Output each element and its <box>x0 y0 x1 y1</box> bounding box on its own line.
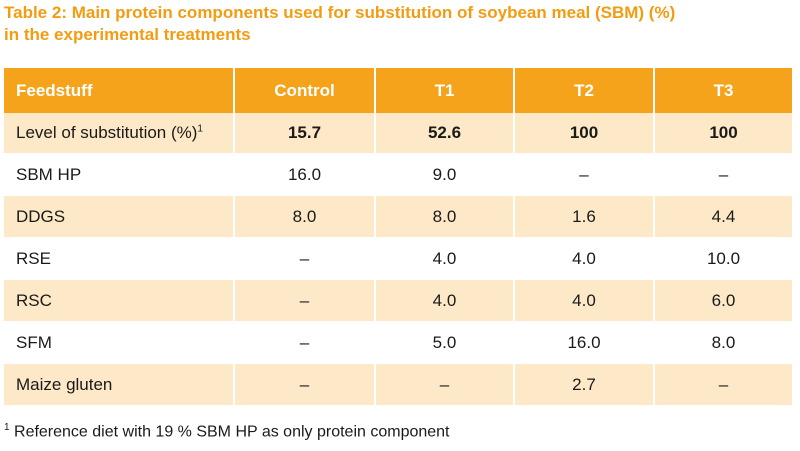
table-footnote: 1 Reference diet with 19 % SBM HP as onl… <box>4 422 450 441</box>
cell-t3: – <box>654 153 792 196</box>
cell-control: – <box>234 237 376 280</box>
header-t3: T3 <box>654 68 792 113</box>
cell-t1: 8.0 <box>375 195 515 238</box>
cell-t1: – <box>375 363 515 406</box>
row-label: SBM HP <box>4 153 235 196</box>
cell-t2: 2.7 <box>514 363 655 406</box>
row-label: SFM <box>4 321 235 364</box>
cell-t1: 9.0 <box>375 153 515 196</box>
row-label: Maize gluten <box>4 363 235 406</box>
table-row: DDGS 8.0 8.0 1.6 4.4 <box>4 195 792 238</box>
cell-t2: – <box>514 153 655 196</box>
table-row: RSC – 4.0 4.0 6.0 <box>4 279 792 322</box>
footnote-marker: 1 <box>4 422 10 433</box>
cell-control: – <box>234 279 376 322</box>
row-label: Level of substitution (%)1 <box>4 113 235 154</box>
footnote-text: Reference diet with 19 % SBM HP as only … <box>9 423 450 441</box>
table-caption: Table 2: Main protein components used fo… <box>4 2 784 46</box>
row-label-text: Level of substitution (%) <box>16 123 198 142</box>
cell-control: – <box>234 363 376 406</box>
cell-t2: 16.0 <box>514 321 655 364</box>
cell-t2: 1.6 <box>514 195 655 238</box>
cell-t3: 8.0 <box>654 321 792 364</box>
header-t1: T1 <box>375 68 515 113</box>
header-t2: T2 <box>514 68 655 113</box>
table-row: SFM – 5.0 16.0 8.0 <box>4 321 792 364</box>
footnote-marker: 1 <box>197 123 203 135</box>
cell-t1: 5.0 <box>375 321 515 364</box>
row-label: DDGS <box>4 195 235 238</box>
cell-control: 15.7 <box>234 113 376 154</box>
row-label: RSE <box>4 237 235 280</box>
cell-control: – <box>234 321 376 364</box>
cell-t1: 4.0 <box>375 237 515 280</box>
cell-t3: – <box>654 363 792 406</box>
cell-t1: 4.0 <box>375 279 515 322</box>
cell-t3: 100 <box>654 113 792 154</box>
cell-t1: 52.6 <box>375 113 515 154</box>
cell-t3: 10.0 <box>654 237 792 280</box>
header-feedstuff: Feedstuff <box>4 68 235 113</box>
table-row: Level of substitution (%)1 15.7 52.6 100… <box>4 113 792 154</box>
cell-t2: 4.0 <box>514 279 655 322</box>
table-row: SBM HP 16.0 9.0 – – <box>4 153 792 196</box>
table-row: Maize gluten – – 2.7 – <box>4 363 792 406</box>
cell-control: 16.0 <box>234 153 376 196</box>
cell-control: 8.0 <box>234 195 376 238</box>
row-label: RSC <box>4 279 235 322</box>
header-control: Control <box>234 68 376 113</box>
protein-components-table: Feedstuff Control T1 T2 T3 Level of subs… <box>4 68 792 406</box>
cell-t2: 100 <box>514 113 655 154</box>
table-header-row: Feedstuff Control T1 T2 T3 <box>4 68 792 113</box>
table-row: RSE – 4.0 4.0 10.0 <box>4 237 792 280</box>
cell-t2: 4.0 <box>514 237 655 280</box>
cell-t3: 6.0 <box>654 279 792 322</box>
caption-line-2: in the experimental treatments <box>4 25 251 44</box>
cell-t3: 4.4 <box>654 195 792 238</box>
caption-line-1: Table 2: Main protein components used fo… <box>4 3 676 22</box>
